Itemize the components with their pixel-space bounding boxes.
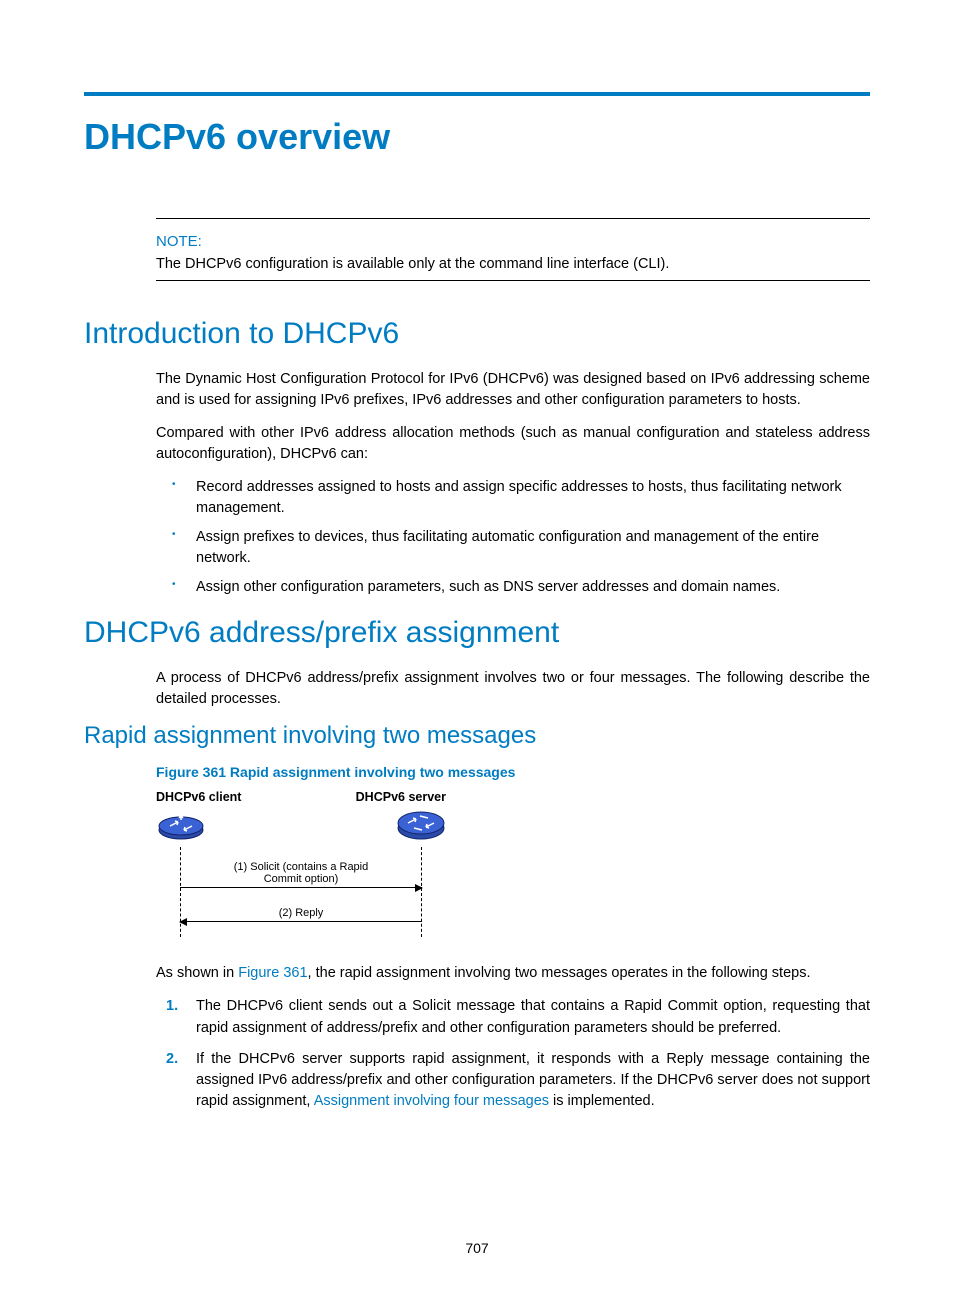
- addr-para: A process of DHCPv6 address/prefix assig…: [156, 668, 870, 710]
- note-box: NOTE: The DHCPv6 configuration is availa…: [156, 218, 870, 281]
- steps-list: 1. The DHCPv6 client sends out a Solicit…: [156, 996, 870, 1111]
- figure-caption: Figure 361 Rapid assignment involving tw…: [156, 764, 870, 780]
- message-2: (2) Reply: [180, 907, 422, 922]
- step-1: 1. The DHCPv6 client sends out a Solicit…: [156, 996, 870, 1038]
- note-text: The DHCPv6 configuration is available on…: [156, 254, 870, 274]
- note-rule-top: [156, 218, 870, 219]
- intro-bullet-list: Record addresses assigned to hosts and a…: [156, 477, 870, 598]
- after-para-pre: As shown in: [156, 965, 238, 981]
- intro-bullet-2: Assign prefixes to devices, thus facilit…: [156, 527, 870, 569]
- client-device-icon: [156, 808, 206, 845]
- arrow-right-icon: [180, 887, 422, 888]
- addr-body: A process of DHCPv6 address/prefix assig…: [156, 668, 870, 710]
- message-1: (1) Solicit (contains a Rapid Commit opt…: [180, 861, 422, 888]
- arrow-left-icon: [180, 921, 422, 922]
- heading-address-prefix: DHCPv6 address/prefix assignment: [84, 616, 870, 650]
- sequence-diagram: DHCPv6 client DHCPv6 server: [156, 790, 446, 937]
- after-para-post: , the rapid assignment involving two mes…: [308, 965, 811, 981]
- sequence-area: (1) Solicit (contains a Rapid Commit opt…: [156, 847, 446, 937]
- server-label: DHCPv6 server: [356, 790, 446, 804]
- intro-para-2: Compared with other IPv6 address allocat…: [156, 423, 870, 465]
- server-device-icon: [396, 808, 446, 845]
- step-1-text: The DHCPv6 client sends out a Solicit me…: [196, 998, 870, 1035]
- rapid-body: Figure 361 Rapid assignment involving tw…: [156, 764, 870, 1111]
- rapid-after-para: As shown in Figure 361, the rapid assign…: [156, 963, 870, 984]
- step-2: 2. If the DHCPv6 server supports rapid a…: [156, 1049, 870, 1112]
- note-rule-bottom: [156, 280, 870, 281]
- step-1-number: 1.: [166, 996, 178, 1017]
- note-label: NOTE:: [156, 233, 870, 250]
- diagram-icons: [156, 808, 446, 845]
- intro-body: The Dynamic Host Configuration Protocol …: [156, 369, 870, 598]
- top-rule: [84, 92, 870, 96]
- client-label: DHCPv6 client: [156, 790, 241, 804]
- message-1-text-line1: (1) Solicit (contains a Rapid: [180, 861, 422, 873]
- step-2-post: is implemented.: [549, 1093, 655, 1109]
- intro-bullet-3: Assign other configuration parameters, s…: [156, 577, 870, 598]
- figure-link[interactable]: Figure 361: [238, 965, 307, 981]
- message-2-text: (2) Reply: [180, 907, 422, 919]
- heading-introduction: Introduction to DHCPv6: [84, 317, 870, 351]
- page-title: DHCPv6 overview: [84, 116, 870, 158]
- message-1-text-line2: Commit option): [180, 873, 422, 885]
- intro-para-1: The Dynamic Host Configuration Protocol …: [156, 369, 870, 411]
- diagram-labels: DHCPv6 client DHCPv6 server: [156, 790, 446, 804]
- four-messages-link[interactable]: Assignment involving four messages: [314, 1093, 549, 1109]
- intro-bullet-1: Record addresses assigned to hosts and a…: [156, 477, 870, 519]
- step-2-number: 2.: [166, 1049, 178, 1070]
- page-number: 707: [0, 1240, 954, 1256]
- heading-rapid: Rapid assignment involving two messages: [84, 722, 870, 750]
